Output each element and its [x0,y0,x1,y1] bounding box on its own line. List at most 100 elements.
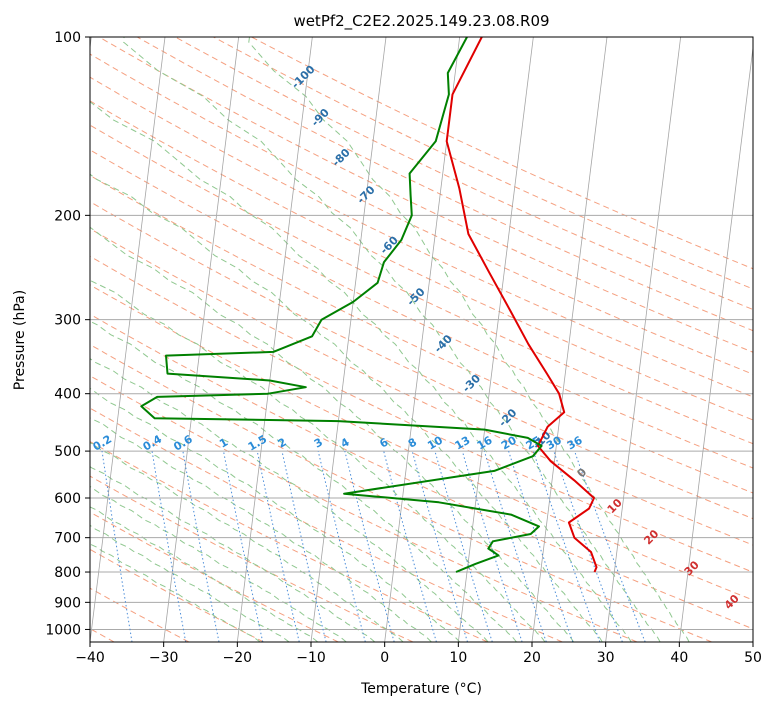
moist-adiabat-line [90,320,517,642]
mixing-ratio-line [383,450,437,642]
isotherm-line [605,37,682,642]
moist-adiabat-line [90,417,432,642]
mixing-ratio-line [483,450,547,642]
y-tick-label: 900 [54,595,81,611]
mixing-ratio-label: 13 [453,434,473,453]
mixing-ratio-label: 1.5 [246,433,269,454]
dry-adiabat-line [90,511,339,642]
dry-adiabat-line [90,284,753,601]
x-axis: −40 −30 −20 −10 0 10 20 30 40 50 [75,642,762,666]
background-lines [90,37,753,642]
dry-adiabat-line [90,440,488,642]
y-tick-label: 800 [54,565,81,581]
x-tick-label: 50 [744,650,762,666]
dry-adiabat-label: -80 [330,146,353,169]
dry-adiabat-line [90,76,753,398]
dry-adiabat-label: -20 [496,406,519,429]
dry-adiabat-line [90,313,753,630]
moist-adiabat-line [90,226,575,642]
dry-adiabat-label: 0 [575,465,590,480]
x-tick-label: 20 [523,650,541,666]
isotherm-line [310,37,387,642]
y-tick-label: 1000 [45,622,81,638]
y-tick-label: 500 [54,444,81,460]
moist-adiabat-line [90,101,632,642]
mixing-ratio-line [434,450,493,642]
plot-frame [89,36,754,643]
dry-adiabat-label: 30 [682,558,702,578]
mixing-ratio-label: 4 [338,435,351,450]
dry-adiabat-label: -70 [354,183,377,206]
y-tick-label: 700 [54,531,81,547]
mixing-ratio-line [461,450,523,642]
isotherm-line [90,37,166,642]
dry-adiabat-line [90,475,414,642]
mixing-ratio-labels: 0.1 0.2 0.4 0.6 1 1.5 2 3 4 6 8 10 13 16 20 25 30 36 [91,432,585,454]
dewpoint-profile-line [140,37,543,573]
mixing-ratio-line [317,450,366,642]
dry-adiabat-label: -30 [460,372,483,395]
mixing-ratio-line [411,450,468,642]
dry-adiabat-line [90,174,753,494]
isotherm-line [163,37,240,642]
mixing-ratio-label: 3 [312,436,325,451]
mixing-ratio-line [151,451,187,642]
dry-adiabat-line [90,149,753,469]
mixing-ratio-line [532,450,601,642]
mixing-ratio-line [101,451,133,642]
y-tick-label: 100 [54,30,81,46]
mixing-ratio-label: 0.2 [91,433,114,454]
dry-adiabat-line [90,201,753,520]
moist-adiabat-line [90,524,290,642]
x-tick-label: −20 [223,650,253,666]
chart-title: wetPf2_C2E2.2025.149.23.08.R09 [293,12,549,31]
mixing-ratio-line [553,450,623,642]
y-axis: 100 200 300 400 500 600 700 800 900 1000 [45,30,90,638]
dry-adiabat-line [90,100,753,421]
moist-adiabat-line [90,442,404,642]
isotherm-line [678,44,753,642]
isotherm-line [236,37,313,642]
mixing-ratio-line [508,450,574,642]
y-tick-label: 200 [54,208,81,224]
dry-adiabat-line [136,37,753,332]
mixing-ratio-label: 6 [377,435,390,450]
dry-adiabat-label: -100 [289,62,318,91]
x-tick-label: −30 [149,650,179,666]
x-tick-label: 0 [380,650,389,666]
y-tick-label: 400 [54,387,81,403]
moist-adiabat-line [90,387,461,642]
x-axis-label: Temperature (°C) [360,681,482,697]
moist-adiabat-line [90,485,347,642]
mixing-ratio-label: 10 [425,433,445,452]
moist-adiabat-line [248,37,690,642]
moist-adiabat-line [122,37,661,642]
moist-adiabat-line [90,279,546,642]
mixing-ratio-line [344,450,395,642]
moist-adiabat-line [90,506,319,642]
x-tick-label: 30 [597,650,615,666]
mixing-ratio-line [574,450,646,642]
sounding-profiles [140,37,598,573]
x-tick-label: −40 [75,650,105,666]
dry-adiabat-line [90,255,753,573]
dry-adiabat-line [251,37,753,270]
y-axis-label: Pressure (hPa) [12,290,28,390]
dry-adiabat-line [98,37,753,353]
dry-adiabat-line [90,407,563,642]
mixing-ratio-line [256,450,300,642]
dry-adiabat-label: -90 [309,106,332,129]
mixing-ratio-label: 2 [276,436,289,451]
mixing-ratio-line [281,450,327,642]
isotherm-line [457,37,534,642]
mixing-ratio-label: 8 [406,436,419,451]
mixing-ratio-line [182,451,220,642]
mixing-ratio-label: 36 [565,433,585,452]
x-tick-label: −10 [296,650,326,666]
mixing-ratio-label: 16 [475,433,495,452]
dry-adiabat-line [175,37,753,311]
dry-adiabat-line [90,124,753,445]
dry-adiabat-line [90,228,753,546]
dry-adiabat-label: -40 [432,332,455,355]
